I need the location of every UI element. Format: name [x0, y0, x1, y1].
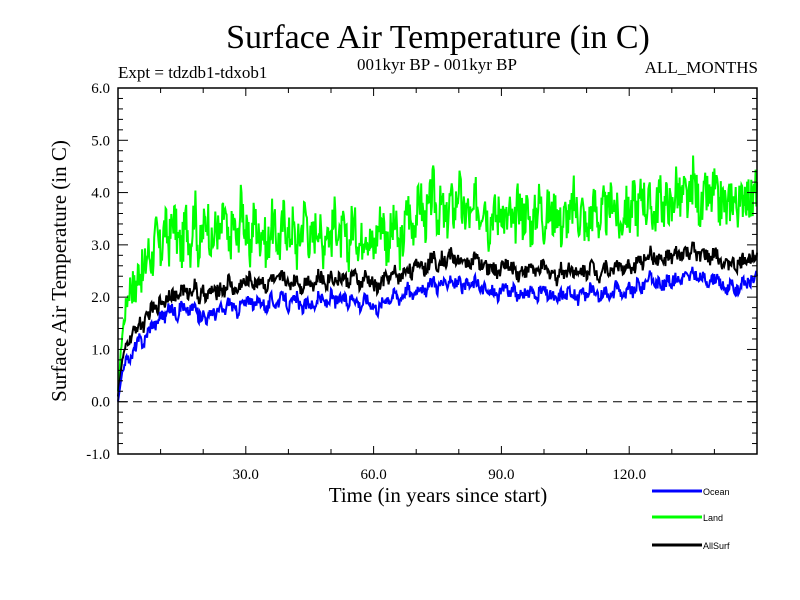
y-tick-label: 0.0: [91, 395, 110, 411]
axis-ticks: [118, 88, 757, 454]
y-tick-label: 5.0: [91, 133, 110, 149]
plot-frame: [117, 87, 758, 455]
legend-item-allsurf: AllSurf: [652, 541, 730, 551]
subtitle-experiment: Expt = tdzdb1-tdxob1: [118, 63, 267, 82]
x-tick-label: 120.0: [612, 467, 646, 483]
x-tick-label: 60.0: [360, 467, 386, 483]
legend-label: Land: [703, 513, 723, 523]
legend-item-land: Land: [652, 513, 723, 523]
subtitle-period: 001kyr BP - 001kyr BP: [357, 55, 517, 74]
chart-title: Surface Air Temperature (in C): [226, 19, 650, 56]
y-tick-label: 1.0: [91, 342, 110, 358]
series-line-ocean: [117, 266, 758, 402]
x-tick-label: 90.0: [488, 467, 514, 483]
legend: Ocean Land AllSurf: [652, 487, 730, 551]
y-tick-label: 2.0: [91, 290, 110, 306]
y-tick-label: 4.0: [91, 186, 110, 202]
legend-label: AllSurf: [703, 541, 730, 551]
y-tick-labels: -1.0 0.0 1.0 2.0 3.0 4.0 5.0 6.0: [86, 81, 110, 463]
series-line-allsurf: [117, 241, 758, 397]
series-line-land: [117, 155, 758, 392]
y-tick-label: -1.0: [86, 447, 110, 463]
x-tick-label: 30.0: [233, 467, 259, 483]
legend-item-ocean: Ocean: [652, 487, 730, 497]
series-layer: [117, 155, 758, 402]
y-tick-label: 6.0: [91, 81, 110, 97]
y-axis-label: Surface Air Temperature (in C): [47, 140, 71, 402]
subtitle-months: ALL_MONTHS: [645, 58, 758, 77]
x-tick-labels: 30.0 60.0 90.0 120.0: [233, 467, 646, 483]
x-axis-label: Time (in years since start): [329, 483, 548, 507]
y-tick-label: 3.0: [91, 238, 110, 254]
legend-label: Ocean: [703, 487, 730, 497]
